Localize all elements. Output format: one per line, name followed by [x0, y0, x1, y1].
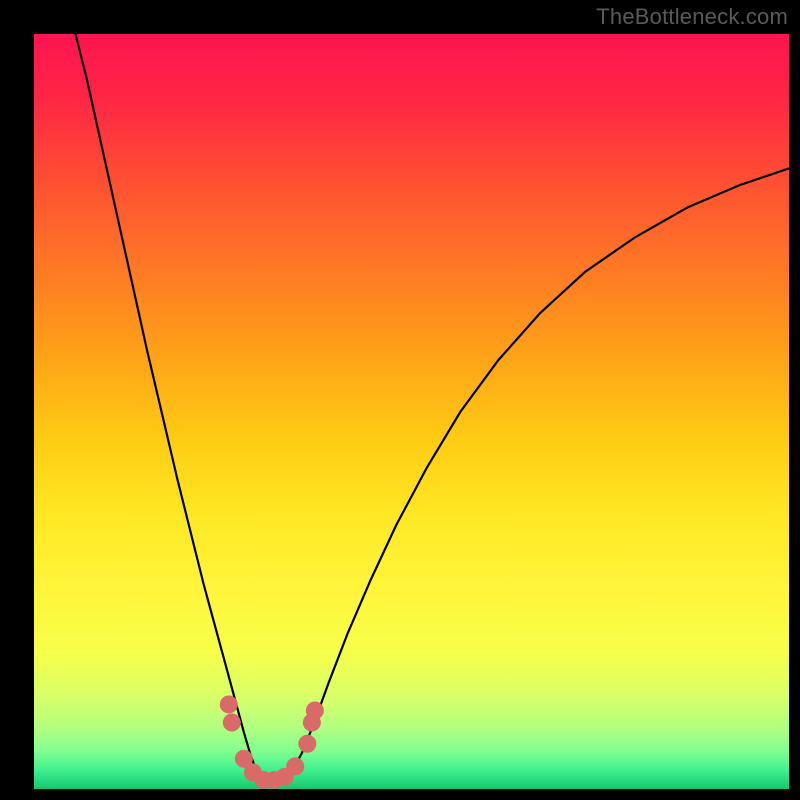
- curve-marker: [223, 714, 240, 731]
- curve-marker: [220, 696, 237, 713]
- curve-marker: [287, 758, 304, 775]
- curve-marker: [299, 735, 316, 752]
- plot-area: [34, 34, 789, 789]
- chart-svg: [34, 34, 789, 789]
- chart-container: TheBottleneck.com: [0, 0, 800, 800]
- curve-marker: [306, 702, 323, 719]
- bottleneck-curve: [76, 34, 789, 781]
- watermark-text: TheBottleneck.com: [596, 4, 788, 30]
